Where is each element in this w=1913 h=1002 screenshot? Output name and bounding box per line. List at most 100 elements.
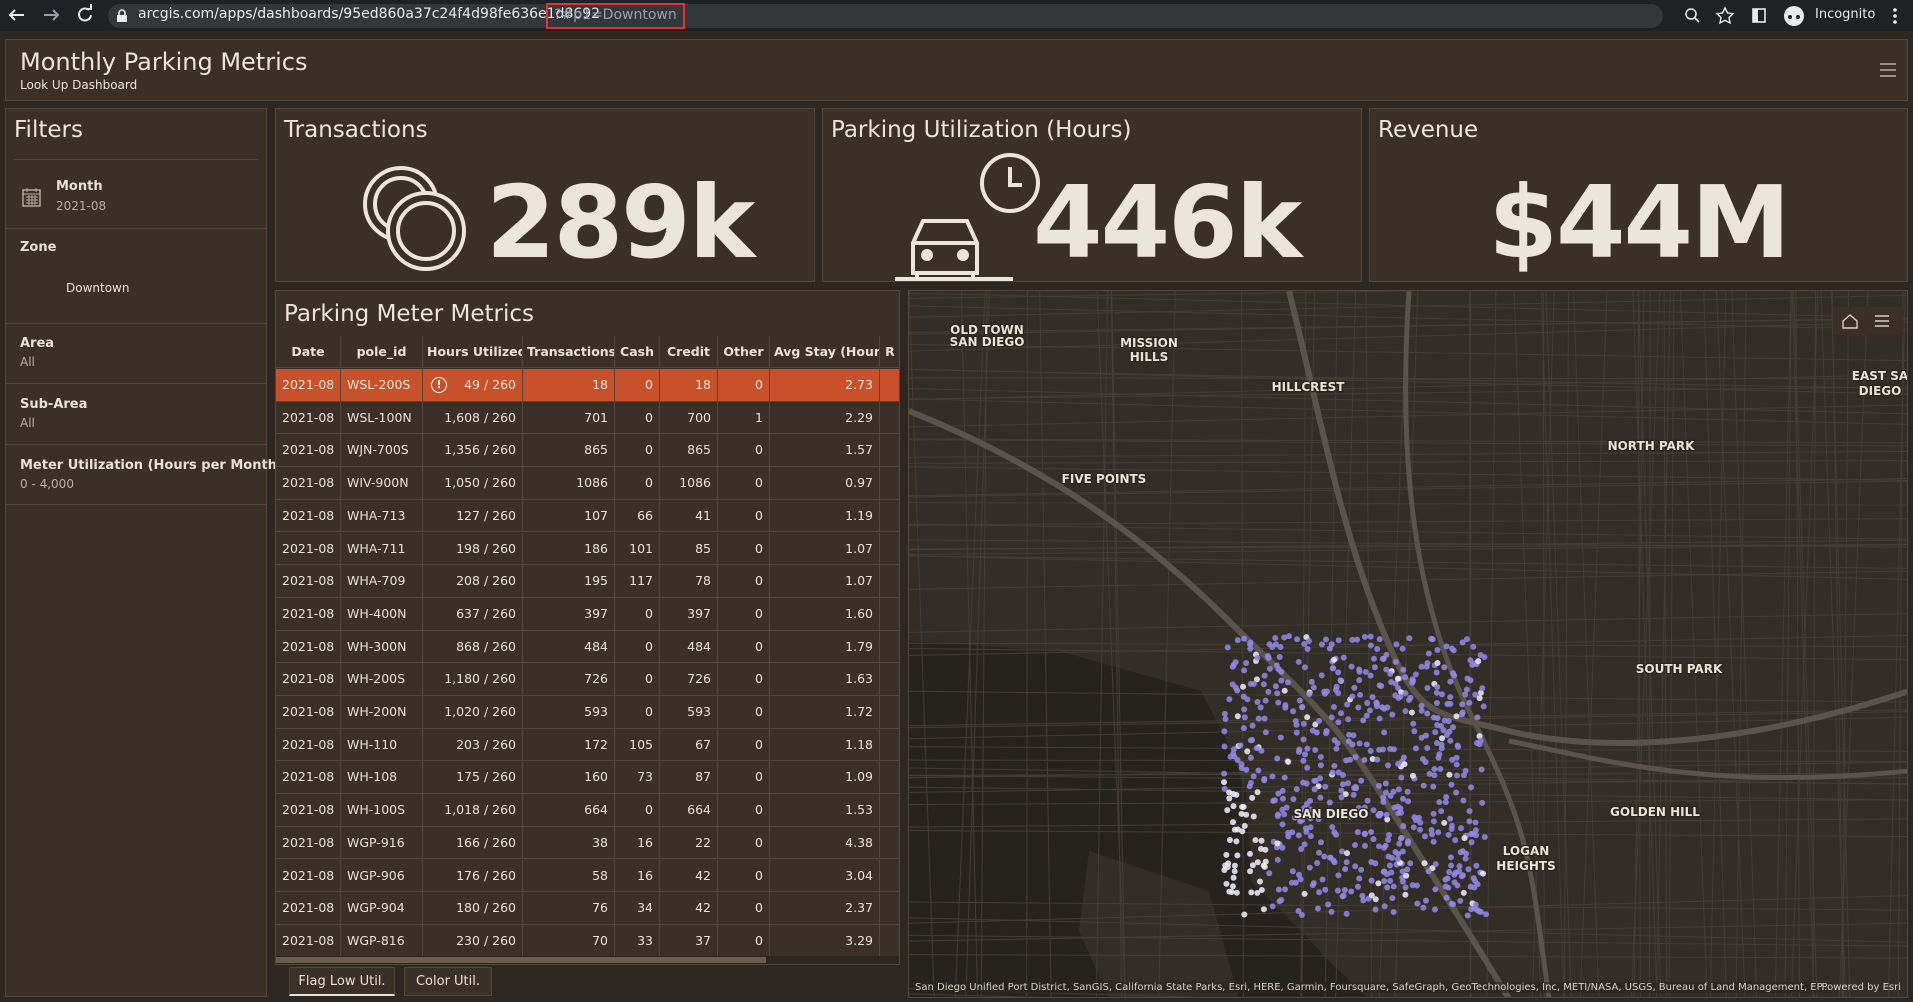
tab-button[interactable]: Flag Low Util. — [289, 967, 395, 996]
map-point — [1300, 736, 1307, 743]
street — [1649, 291, 1651, 997]
map-point — [1350, 791, 1357, 798]
table-row[interactable] — [276, 402, 899, 435]
map-point — [1409, 882, 1416, 889]
column-header[interactable]: R — [880, 336, 899, 368]
map-label: MISSION — [1120, 336, 1178, 350]
map-point — [1241, 635, 1248, 642]
filter-label[interactable]: Area — [20, 336, 55, 351]
map-point — [1221, 779, 1228, 786]
hamburger[interactable] — [1879, 62, 1897, 78]
map-point — [1361, 633, 1368, 640]
table-row[interactable] — [276, 794, 899, 827]
table-row[interactable] — [276, 434, 899, 468]
map-point — [1464, 912, 1471, 919]
table-cell: 1,018 / 260 — [423, 794, 523, 827]
map-point — [1378, 683, 1385, 690]
map-point — [1234, 637, 1241, 644]
table-row[interactable] — [276, 533, 899, 566]
table-cell: 2021-08 — [276, 663, 341, 696]
table-cell: 66 — [615, 499, 660, 532]
map[interactable]: OLD TOWN SAN DIEGO MISSION HILLS HILLCREST NO… — [908, 290, 1908, 998]
map-point — [1409, 679, 1416, 686]
table-cell: 76 — [523, 892, 615, 925]
map-point — [1274, 840, 1281, 847]
map-point — [1273, 662, 1280, 669]
table-cell: 1.53 — [770, 794, 880, 827]
column-header[interactable]: Other — [718, 336, 770, 368]
table-row[interactable] — [276, 892, 899, 925]
map-point — [1306, 691, 1313, 698]
table-row[interactable] — [276, 565, 899, 598]
profile[interactable]: Incognito — [1815, 7, 1876, 22]
table-cell: WH-108 — [341, 761, 423, 794]
column-header[interactable]: Transactions — [523, 336, 615, 368]
map-point — [1367, 642, 1374, 649]
map-label: HEIGHTS — [1496, 859, 1555, 873]
map-point — [1330, 656, 1337, 663]
column-header[interactable]: Avg Stay (Hours) — [770, 336, 880, 368]
map-point — [1221, 710, 1228, 717]
map-point — [1448, 862, 1455, 869]
filter-label[interactable]: Month — [56, 179, 103, 194]
table-cell: 2021-08 — [276, 532, 341, 565]
url[interactable]: arcgis.com/apps/dashboards/95ed860a37c24… — [138, 6, 601, 22]
map-point — [1275, 886, 1282, 893]
column-header[interactable]: Credit — [660, 336, 718, 368]
map-point — [1366, 707, 1373, 714]
table-row[interactable] — [276, 631, 899, 664]
table-cell: 41 — [660, 499, 718, 532]
column-header[interactable]: Hours Utilized — [423, 336, 523, 368]
map-toolbar[interactable] — [1833, 307, 1903, 335]
freeway — [909, 408, 1512, 997]
map-point — [1421, 860, 1428, 867]
map-point — [1450, 724, 1457, 731]
table-row[interactable] — [276, 663, 899, 696]
scrollbar-thumb[interactable] — [276, 957, 766, 963]
table-cell: 1.19 — [770, 499, 880, 532]
tab-button[interactable]: Color Util. — [404, 967, 492, 996]
indicator-title: Transactions — [284, 117, 428, 143]
map-point — [1223, 851, 1230, 858]
map-point — [1329, 769, 1336, 776]
map-point — [1310, 684, 1317, 691]
map-point — [1395, 685, 1402, 692]
map-point — [1344, 850, 1351, 857]
table-row[interactable] — [276, 598, 899, 631]
map-point — [1435, 829, 1442, 836]
table-row[interactable] — [276, 729, 899, 762]
filter-value[interactable]: 0 - 4,000 — [20, 477, 74, 491]
column-header[interactable]: pole_id — [341, 336, 423, 368]
map-point — [1397, 693, 1404, 700]
table-row[interactable] — [276, 500, 899, 533]
table-row[interactable] — [276, 369, 899, 402]
table-row[interactable] — [276, 860, 899, 893]
map-point — [1482, 911, 1489, 918]
street — [1486, 291, 1497, 997]
table-row[interactable] — [276, 827, 899, 860]
map-point — [1406, 635, 1413, 642]
table-row[interactable] — [276, 761, 899, 795]
table-cell: 166 / 260 — [423, 826, 523, 859]
filter-value[interactable]: All — [20, 355, 35, 369]
filter-value[interactable]: 2021-08 — [56, 199, 107, 213]
menu-dots[interactable] — [1890, 6, 1900, 26]
filter-value[interactable]: All — [20, 416, 35, 430]
column-header[interactable]: Cash — [615, 336, 660, 368]
table-cell: 1.79 — [770, 630, 880, 663]
table-row[interactable] — [276, 696, 899, 729]
table-row[interactable] — [276, 467, 899, 500]
map-point — [1459, 639, 1466, 646]
filter-label[interactable]: Meter Utilization (Hours per Month) — [20, 458, 283, 473]
filter-label[interactable]: Sub-Area — [20, 397, 88, 412]
column-header[interactable]: Date — [276, 336, 341, 368]
street — [1790, 291, 1819, 997]
map-point — [1387, 877, 1394, 884]
map-point — [1426, 770, 1433, 777]
map-point — [1328, 908, 1335, 915]
map-point — [1360, 717, 1367, 724]
address-bar[interactable] — [108, 4, 1663, 28]
filter-value[interactable]: Downtown — [66, 281, 130, 295]
